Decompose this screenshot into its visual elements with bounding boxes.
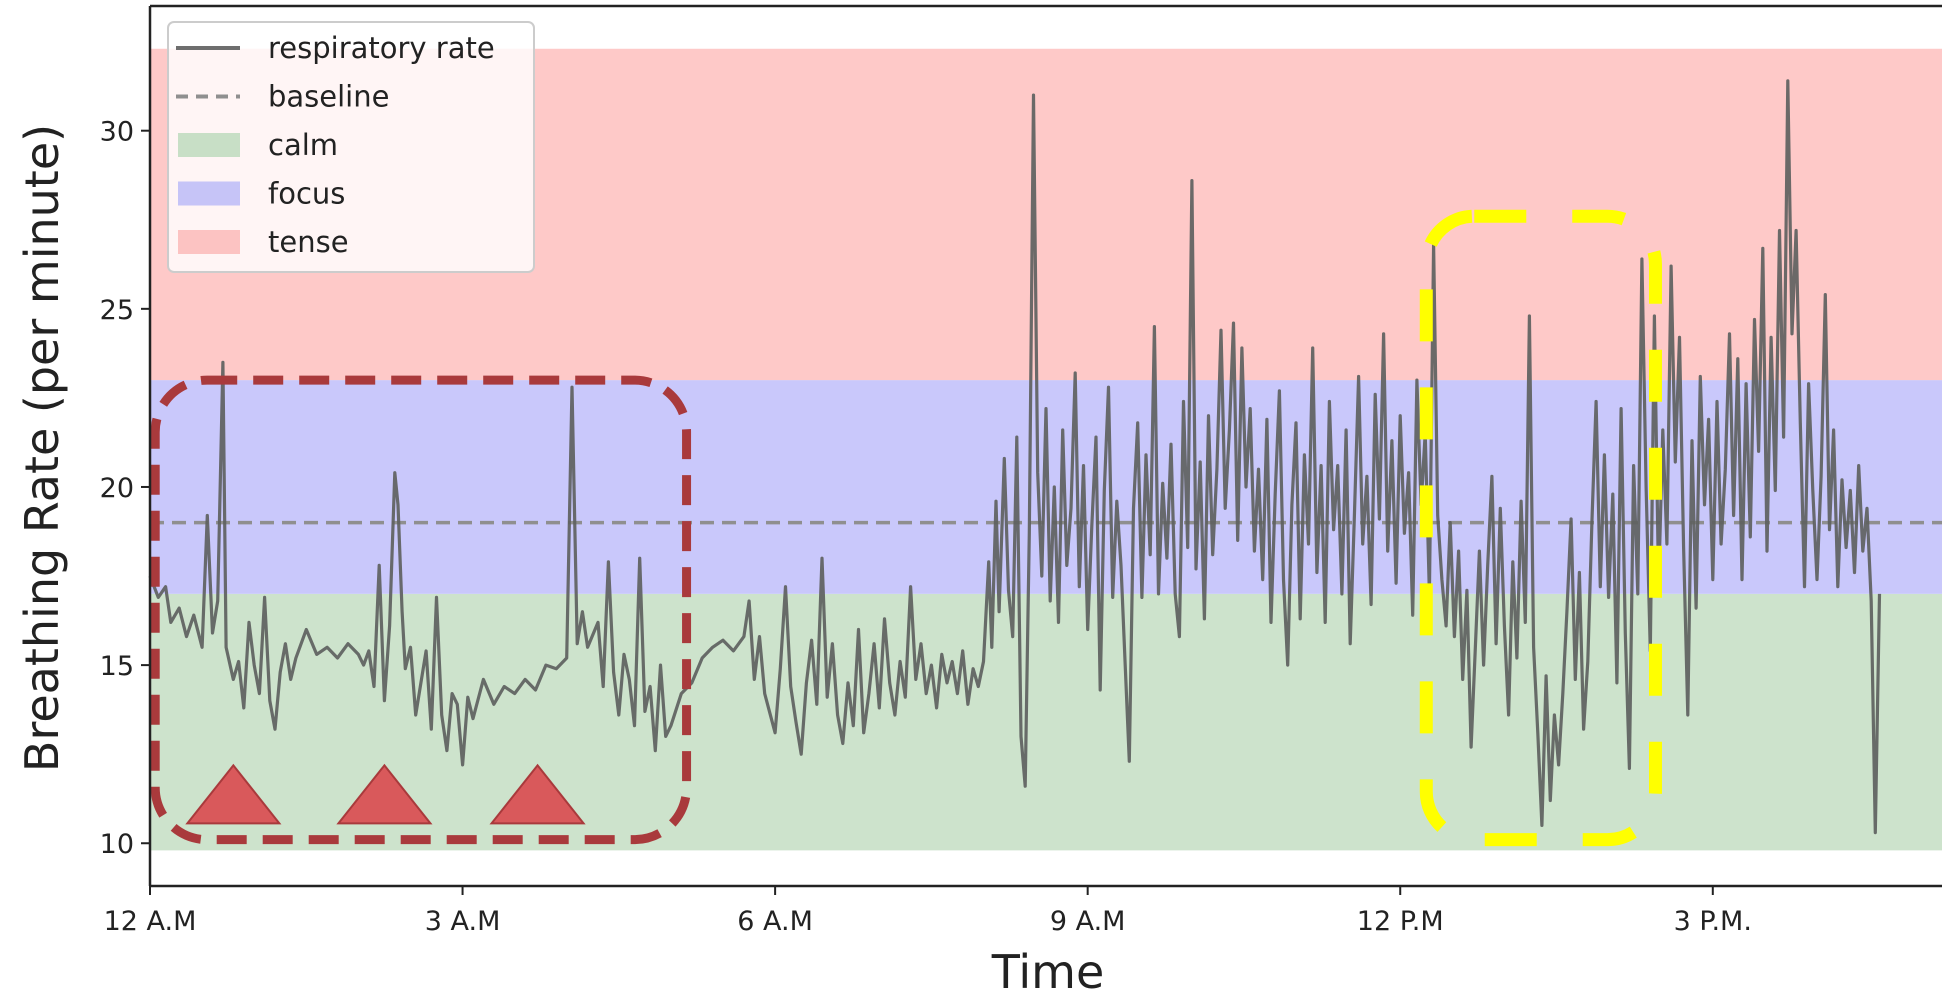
legend-patch-tense (178, 230, 240, 254)
series-group (148, 79, 1882, 835)
legend-label: tense (268, 225, 349, 259)
legend-patch-calm (178, 133, 240, 157)
y-axis-ticks: 10 15 20 25 30 (100, 117, 150, 860)
series-line-respiratory-rate (148, 79, 1882, 835)
highlight-box-yellow (1419, 209, 1662, 847)
x-tick-label: 6 A.M (737, 906, 813, 937)
legend-label: calm (268, 128, 338, 162)
triangle-marker-3 (489, 763, 586, 825)
triangle-marker-1 (185, 763, 282, 825)
x-axis-ticks: 12 A.M 3 A.M 6 A.M 9 A.M 12 P.M 3 P.M. (104, 886, 1752, 937)
legend-label: respiratory rate (268, 31, 495, 65)
y-tick-label: 20 (100, 473, 134, 504)
legend-label: focus (268, 177, 345, 211)
plot-frame (148, 4, 1942, 888)
y-tick-label: 10 (100, 829, 134, 860)
x-axis-title: Time (991, 945, 1105, 996)
y-tick-label: 25 (100, 295, 134, 326)
x-tick-label: 3 A.M (425, 906, 501, 937)
highlight-box-red (150, 375, 692, 845)
y-tick-label: 15 (100, 651, 134, 682)
x-tick-label: 3 P.M. (1674, 906, 1752, 937)
annotations-group (150, 209, 1662, 847)
x-tick-label: 9 A.M (1050, 906, 1126, 937)
x-tick-label: 12 P.M (1357, 906, 1444, 937)
legend-label: baseline (268, 80, 389, 114)
legend-patch-focus (178, 181, 240, 206)
legend-box (167, 21, 535, 273)
y-tick-label: 30 (100, 117, 134, 148)
triangle-marker-2 (336, 763, 433, 825)
legend: respiratory rate baseline calm focus tense (167, 21, 535, 273)
x-tick-label: 12 A.M (104, 906, 197, 937)
y-axis-title: Breathing Rate (per minute) (15, 124, 69, 772)
